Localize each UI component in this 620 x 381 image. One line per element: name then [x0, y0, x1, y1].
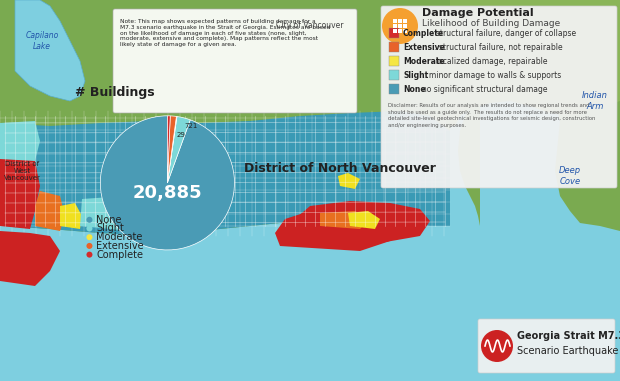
Bar: [389, 70, 399, 80]
Polygon shape: [0, 231, 60, 286]
Text: Moderate: Moderate: [403, 56, 445, 66]
Text: Georgia Strait M7.3: Georgia Strait M7.3: [517, 331, 620, 341]
Circle shape: [481, 330, 513, 362]
Text: City of Vancouver: City of Vancouver: [277, 21, 343, 30]
Text: Slight: Slight: [403, 70, 428, 80]
FancyBboxPatch shape: [478, 319, 615, 373]
Wedge shape: [167, 117, 190, 183]
Text: Extensive: Extensive: [96, 241, 144, 251]
Circle shape: [86, 243, 92, 249]
Polygon shape: [292, 201, 430, 243]
Bar: [398, 29, 402, 33]
Text: None: None: [403, 85, 425, 93]
Wedge shape: [167, 116, 170, 183]
Bar: [393, 29, 397, 33]
Circle shape: [86, 217, 92, 223]
Bar: [389, 42, 399, 52]
Polygon shape: [15, 0, 85, 101]
Bar: [398, 19, 402, 23]
Polygon shape: [450, 0, 620, 126]
Text: Scenario Earthquake: Scenario Earthquake: [517, 346, 618, 356]
Bar: [389, 56, 399, 66]
Polygon shape: [458, 0, 620, 231]
Text: Capilano
Lake: Capilano Lake: [25, 31, 59, 51]
Text: Likelihood of Building Damage: Likelihood of Building Damage: [422, 19, 560, 27]
Text: Note: This map shows expected patterns of building damage for a
M7.3 scenario ea: Note: This map shows expected patterns o…: [120, 19, 330, 47]
Text: District of
West
Vancouver: District of West Vancouver: [4, 160, 40, 181]
Polygon shape: [0, 121, 40, 161]
Polygon shape: [0, 216, 620, 381]
Polygon shape: [348, 211, 380, 229]
Bar: [389, 84, 399, 94]
Text: Moderate: Moderate: [96, 232, 143, 242]
Polygon shape: [0, 0, 620, 241]
Text: : structural failure, danger of collapse: : structural failure, danger of collapse: [431, 29, 576, 37]
Text: : structural failure, not repairable: : structural failure, not repairable: [435, 43, 563, 51]
Text: Disclaimer: Results of our analysis are intended to show regional trends and
sho: Disclaimer: Results of our analysis are …: [388, 103, 595, 128]
Bar: [403, 19, 407, 23]
Polygon shape: [80, 196, 135, 231]
Text: Damage Potential: Damage Potential: [422, 8, 534, 18]
FancyBboxPatch shape: [381, 6, 617, 188]
Text: 721: 721: [184, 123, 198, 129]
Bar: [393, 24, 397, 28]
Wedge shape: [167, 117, 177, 183]
Text: : no significant structural damage: : no significant structural damage: [417, 85, 547, 93]
Wedge shape: [167, 116, 177, 183]
Text: : minor damage to walls & supports: : minor damage to walls & supports: [424, 70, 561, 80]
Text: 29: 29: [176, 131, 185, 138]
Polygon shape: [338, 173, 360, 189]
Text: District of North Vancouver: District of North Vancouver: [244, 163, 436, 176]
Polygon shape: [0, 156, 40, 229]
Text: Complete: Complete: [403, 29, 444, 37]
Circle shape: [86, 234, 92, 240]
Polygon shape: [35, 191, 65, 231]
Bar: [393, 19, 397, 23]
Wedge shape: [100, 116, 234, 250]
FancyBboxPatch shape: [113, 9, 357, 113]
Bar: [403, 29, 407, 33]
Bar: [450, 0, 620, 381]
Bar: [398, 24, 402, 28]
Text: 20,885: 20,885: [133, 184, 202, 202]
Text: Complete: Complete: [96, 250, 143, 259]
Text: None: None: [96, 215, 122, 225]
Text: Indian
Arm: Indian Arm: [582, 91, 608, 111]
Text: Extensive: Extensive: [403, 43, 445, 51]
Polygon shape: [275, 203, 400, 251]
Text: Slight: Slight: [96, 224, 124, 234]
Polygon shape: [320, 211, 370, 229]
Text: Deep
Cove: Deep Cove: [559, 166, 581, 186]
Text: # Buildings: # Buildings: [75, 86, 155, 99]
Polygon shape: [60, 203, 82, 229]
Circle shape: [86, 226, 92, 232]
Bar: [389, 28, 399, 38]
Circle shape: [382, 8, 418, 44]
Bar: [403, 24, 407, 28]
Polygon shape: [0, 111, 450, 236]
Circle shape: [86, 251, 92, 258]
Text: : localized damage, repairable: : localized damage, repairable: [431, 56, 547, 66]
